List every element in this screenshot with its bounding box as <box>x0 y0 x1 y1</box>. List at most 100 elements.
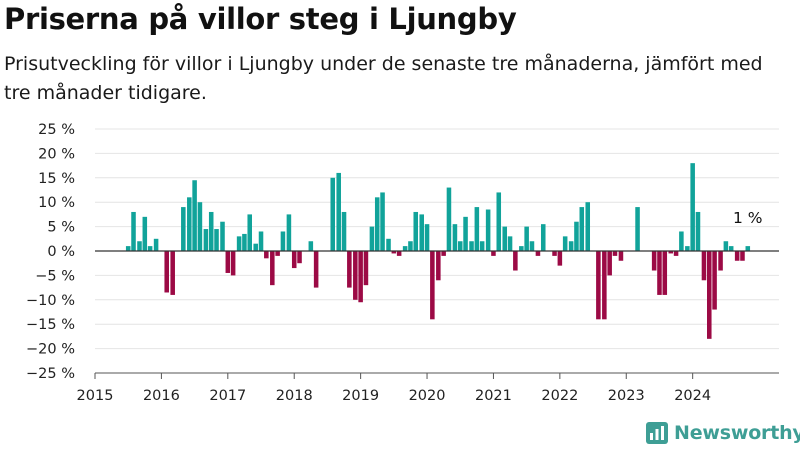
bar <box>524 226 529 251</box>
bar <box>341 211 347 251</box>
annotation-label: 1 % <box>733 209 763 227</box>
bar <box>695 211 701 251</box>
bar <box>142 216 148 251</box>
chart-title: Priserna på villor steg i Ljungby <box>4 2 517 36</box>
bar <box>436 251 441 281</box>
bar <box>275 251 280 256</box>
bar <box>187 197 192 251</box>
y-tick-label: −10 % <box>26 293 75 309</box>
bar <box>529 241 535 251</box>
bar <box>690 163 695 251</box>
bar <box>374 197 380 251</box>
bar <box>679 231 684 251</box>
bar <box>413 211 419 251</box>
brand-logo: Newsworthy <box>646 420 800 446</box>
bar <box>740 251 745 261</box>
bar <box>236 236 242 251</box>
bar <box>369 226 375 251</box>
bar <box>552 251 557 256</box>
bar <box>253 243 258 251</box>
bar <box>230 251 236 276</box>
bar <box>712 251 717 310</box>
bar <box>313 251 319 288</box>
y-tick-label: −15 % <box>26 317 75 333</box>
bar <box>635 207 640 251</box>
bar <box>457 241 463 251</box>
bar <box>502 226 508 251</box>
bar <box>137 241 142 251</box>
bar <box>718 251 723 271</box>
bar <box>153 238 159 251</box>
bar <box>424 224 430 251</box>
bar <box>297 251 302 264</box>
bar <box>723 241 729 251</box>
bar <box>208 211 214 251</box>
bar <box>197 202 203 251</box>
bar <box>618 251 624 261</box>
bar <box>125 246 131 251</box>
x-tick-label: 2015 <box>77 388 114 404</box>
bar <box>386 238 391 251</box>
x-tick-label: 2024 <box>674 388 711 404</box>
bar <box>214 229 219 251</box>
bar <box>258 231 264 251</box>
bar <box>607 251 612 276</box>
bar <box>330 177 336 251</box>
bar <box>579 207 585 251</box>
y-tick-label: 10 % <box>38 195 75 211</box>
bar <box>585 202 591 251</box>
bar <box>668 251 674 254</box>
bar <box>540 224 546 251</box>
bar <box>441 251 446 256</box>
bar <box>347 251 352 288</box>
bar <box>596 251 601 320</box>
x-tick-label: 2017 <box>209 388 246 404</box>
bar <box>192 180 197 251</box>
bar <box>728 246 734 251</box>
bar <box>701 251 707 281</box>
labels: 25 % 20 % 15 % 10 % 5 % 0 % −5 % −10 % −15 % −20 … <box>26 122 763 404</box>
bar <box>469 241 474 251</box>
bar <box>264 251 269 259</box>
y-tick-label: 0 % <box>47 244 75 260</box>
bar <box>396 251 402 256</box>
bar <box>291 251 297 269</box>
bar <box>657 251 662 295</box>
y-tick-label: −25 % <box>26 366 75 382</box>
bar <box>220 221 225 251</box>
bar <box>280 231 286 251</box>
bar <box>225 251 231 273</box>
bar <box>745 246 751 251</box>
bar <box>474 207 480 251</box>
bar <box>446 187 452 251</box>
bar <box>380 192 385 251</box>
bar <box>612 251 618 256</box>
bar <box>402 246 408 251</box>
axes <box>94 250 779 379</box>
x-tick-label: 2016 <box>143 388 180 404</box>
bar <box>463 216 468 251</box>
bar <box>662 251 668 295</box>
bar <box>479 241 485 251</box>
y-tick-label: 5 % <box>47 220 75 236</box>
bar <box>353 251 358 300</box>
bar <box>507 236 513 251</box>
bar <box>131 211 136 251</box>
bar <box>242 233 247 251</box>
bar <box>568 241 574 251</box>
newsworthy-logo-icon <box>646 422 668 444</box>
bar <box>147 246 153 251</box>
x-tick-label: 2021 <box>475 388 512 404</box>
bar <box>513 251 518 271</box>
y-tick-label: 15 % <box>38 171 75 187</box>
bar <box>491 251 496 256</box>
bar <box>734 251 740 261</box>
bar <box>602 251 607 320</box>
bar <box>164 251 169 293</box>
bar <box>452 224 458 251</box>
bar <box>535 251 541 256</box>
x-tick-label: 2018 <box>276 388 313 404</box>
bar <box>574 221 579 251</box>
x-tick-label: 2019 <box>342 388 379 404</box>
